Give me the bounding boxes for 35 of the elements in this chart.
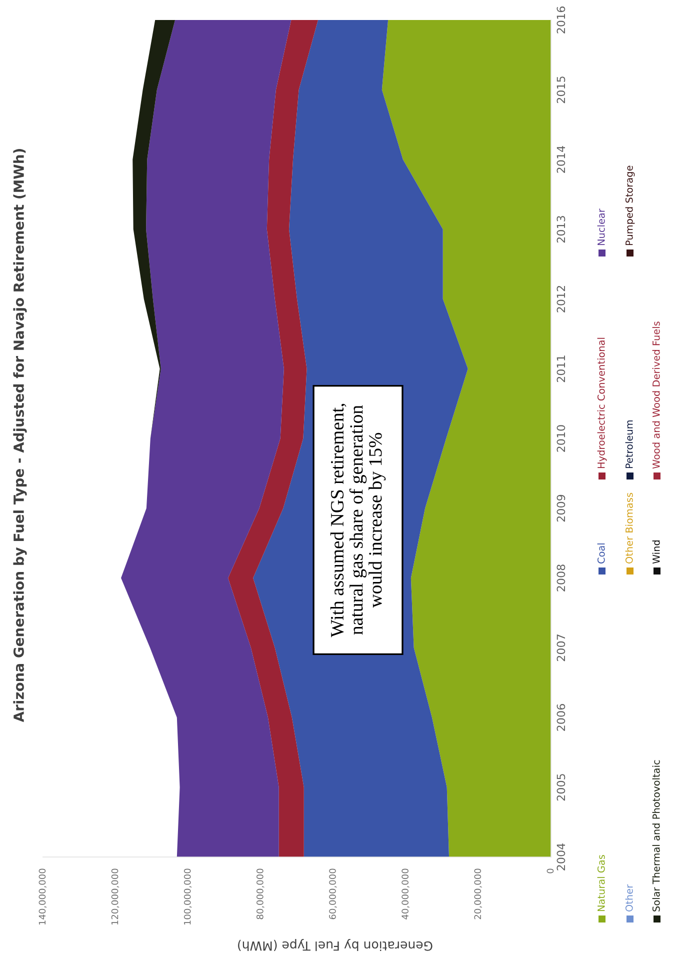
y-tick-label: 2009 xyxy=(556,494,566,522)
legend-label: Wood and Wood Derived Fuels xyxy=(652,322,660,469)
x-tick-label: 140,000,000 xyxy=(38,868,47,925)
legend-label: Pumped Storage xyxy=(625,166,635,246)
text: Natural Gas xyxy=(597,854,605,912)
x-axis-title: Generation by Fuel Type (MWh) xyxy=(238,938,432,952)
y-tick-label: 2014 xyxy=(556,146,566,173)
text: Hydroelectric Conventional xyxy=(597,338,607,468)
y-tick-label: 2006 xyxy=(556,704,566,731)
legend-label: Wind xyxy=(652,540,660,564)
legend-label: Other xyxy=(625,884,633,912)
x-tick-label: 40,000,000 xyxy=(402,868,410,920)
y-tick-label: 2013 xyxy=(556,216,566,243)
text: Solar Thermal and Photovoltaic xyxy=(652,760,660,912)
annotation: With assumed NGS retirement, natural gas share of generation would increase by 15% xyxy=(330,404,386,638)
text: Coal xyxy=(597,544,605,564)
x-tick-label: 80,000,000 xyxy=(256,868,264,920)
legend-label: Other Biomass xyxy=(625,492,633,564)
text: Nuclear xyxy=(597,208,605,246)
y-tick-label: 2007 xyxy=(556,634,566,662)
x-tick-label: 0 xyxy=(546,868,554,874)
y-tick-label: 2005 xyxy=(556,774,566,801)
y-tick-label: 2015 xyxy=(556,76,566,104)
y-tick-label: 2011 xyxy=(556,356,566,382)
legend-label: Petroleum xyxy=(625,420,633,468)
x-tick-label: 60,000,000 xyxy=(329,868,337,920)
x-tick-label: 20,000,000 xyxy=(474,868,482,920)
text: Arizona Generation by Fuel Type - Adjusted for Navajo Retirement (MWh) xyxy=(13,149,27,722)
y-tick-label: 2008 xyxy=(556,564,566,592)
y-tick-label: 2004 xyxy=(556,843,566,870)
x-tick-label: 120,000,000 xyxy=(111,868,120,925)
y-tick-label: 2010 xyxy=(556,425,566,452)
y-tick-label: 2012 xyxy=(556,286,566,312)
y-tick-label: 2016 xyxy=(556,6,566,34)
x-tick-label: 100,000,000 xyxy=(184,868,192,925)
